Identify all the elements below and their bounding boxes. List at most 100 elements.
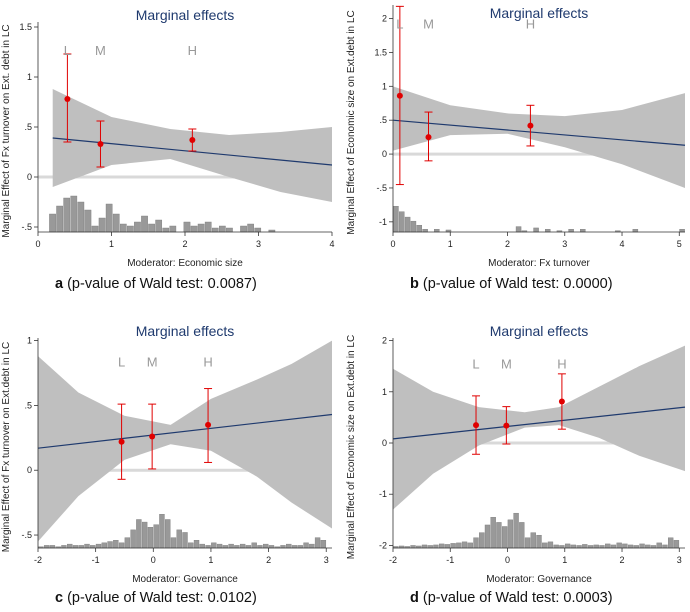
point-estimate [97, 141, 104, 147]
panel-c: Marginal effects L M H -2 -1 0 1 2 3 -.5 0 .5 1 Modera… [0, 316, 345, 588]
level-label-h: H [557, 357, 566, 372]
histogram-bar [320, 540, 327, 549]
histogram-bar [627, 544, 634, 549]
point-estimate [149, 433, 156, 440]
histogram-bar [314, 537, 321, 549]
histogram-bar [159, 514, 165, 549]
histogram-bar [422, 229, 428, 233]
x-tick-label: -1 [446, 555, 454, 565]
level-label-l: L [118, 355, 125, 370]
caption-d-letter: d [410, 590, 419, 606]
histogram-bar [399, 211, 405, 233]
y-tick-label: 0 [27, 172, 32, 182]
histogram-bar [593, 544, 599, 549]
caption-a-letter: a [55, 276, 64, 292]
histogram-bar [309, 543, 315, 549]
panel-d: Marginal effects L M H -2 -1 0 1 2 3 -2 -1 0 1 2 Modera… [345, 316, 690, 588]
confidence-band [393, 86, 685, 188]
histogram-bar [434, 229, 440, 233]
x-tick-label: 0 [390, 239, 395, 249]
point-estimate [558, 398, 565, 405]
histogram-bar [610, 544, 617, 549]
chart-title: Marginal effects [490, 5, 589, 21]
histogram-bar [632, 229, 639, 233]
x-axis-label: Moderator: Economic size [127, 258, 243, 269]
x-tick-label: -2 [389, 555, 397, 565]
histogram-bar [645, 544, 651, 549]
histogram-bar [105, 203, 113, 233]
histogram-bar [107, 541, 113, 549]
histogram-bar [467, 542, 473, 549]
y-tick-label: -.5 [21, 530, 32, 540]
y-tick-label: -1 [379, 489, 387, 499]
point-estimate [473, 422, 480, 429]
histogram-bar [450, 543, 456, 549]
histogram-bar [515, 226, 522, 233]
point-estimate [118, 438, 125, 445]
histogram-bar [211, 227, 219, 233]
histogram-bar [63, 197, 71, 233]
level-label-h: H [203, 355, 212, 370]
y-tick-label: 1 [27, 336, 32, 346]
level-label-m: M [147, 355, 158, 370]
histogram-bar [513, 512, 519, 549]
x-tick-label: 4 [620, 239, 625, 249]
histogram-bar [622, 543, 628, 549]
chart-d: Marginal effects L M H -2 -1 0 1 2 3 -2 -1 0 1 2 Modera… [346, 323, 686, 585]
panel-a: Marginal effects L M H 0 1 2 3 4 -.5 0.5 1 1.5 Modera… [0, 0, 345, 272]
histogram-bar [496, 522, 502, 549]
level-label-m: M [501, 357, 512, 372]
histogram-bar [183, 221, 191, 233]
confidence-band [38, 340, 332, 542]
chart-title: Marginal effects [490, 323, 589, 339]
histogram-bar [119, 223, 127, 233]
y-tick-label: 0 [382, 149, 387, 159]
x-tick-label: 3 [562, 239, 567, 249]
histogram-bar [118, 542, 125, 549]
confidence-band [393, 345, 685, 510]
y-tick-label: 1 [27, 72, 32, 82]
histogram-bar [199, 543, 205, 549]
histogram-bar [49, 213, 56, 233]
caption-a-text: (p-value of Wald test: 0.0087) [63, 276, 257, 292]
y-axis-label: Marginal Effect of Economic size on Ext.… [346, 10, 357, 234]
histogram-bar [169, 225, 177, 233]
y-tick-label: 1.5 [19, 22, 32, 32]
marginal-effect-line [392, 119, 686, 146]
y-tick-label: 1.5 [374, 47, 387, 57]
x-tick-label: 3 [324, 555, 329, 565]
y-tick-label: 1 [382, 81, 387, 91]
y-tick-label: -1 [379, 217, 387, 227]
histogram-bar [193, 540, 200, 549]
y-tick-label: 1 [382, 387, 387, 397]
caption-d-text: (p-value of Wald test: 0.0003) [418, 590, 613, 606]
level-label-l: L [396, 17, 403, 32]
caption-b-text: (p-value of Wald test: 0.0000) [418, 276, 613, 292]
histogram-bar [616, 542, 622, 549]
histogram-bar [461, 541, 468, 549]
histogram-bar [582, 544, 588, 549]
histogram-bar [533, 227, 539, 233]
histogram-bar [226, 227, 233, 233]
point-estimate [503, 422, 510, 429]
x-tick-label: 2 [182, 239, 187, 249]
level-label-l: L [64, 43, 71, 58]
histogram-bar [153, 524, 159, 549]
x-axis-label: Moderator: Governance [486, 574, 592, 585]
histogram-bar [84, 543, 90, 549]
histogram-bar [240, 225, 247, 233]
histogram-bar [124, 537, 131, 549]
histogram-bar [444, 544, 451, 549]
y-tick-label: .5 [24, 400, 32, 410]
histogram-bar [254, 227, 262, 233]
histogram-bar [112, 213, 120, 233]
caption-a: a (p-value of Wald test: 0.0087) [55, 276, 257, 292]
histogram-bar [134, 221, 141, 233]
histogram-bar [182, 532, 188, 549]
histogram-bar [263, 543, 269, 549]
histogram-bar [662, 544, 668, 549]
x-tick-label: -2 [34, 555, 42, 565]
histogram-bar [679, 229, 685, 233]
x-tick-label: 3 [256, 239, 261, 249]
histogram-bar [216, 543, 223, 549]
